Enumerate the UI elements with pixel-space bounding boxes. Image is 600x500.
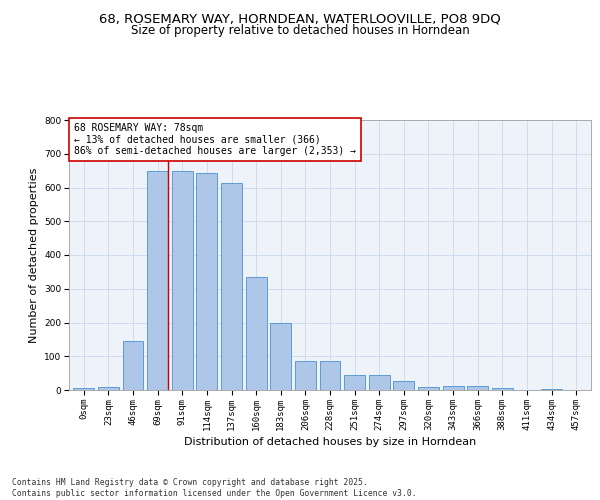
Bar xyxy=(443,386,464,390)
Bar xyxy=(492,388,513,390)
Text: Size of property relative to detached houses in Horndean: Size of property relative to detached ho… xyxy=(131,24,469,37)
Bar xyxy=(270,323,291,390)
Bar xyxy=(122,341,143,390)
Y-axis label: Number of detached properties: Number of detached properties xyxy=(29,168,38,342)
Text: 68 ROSEMARY WAY: 78sqm
← 13% of detached houses are smaller (366)
86% of semi-de: 68 ROSEMARY WAY: 78sqm ← 13% of detached… xyxy=(74,122,356,156)
Bar xyxy=(147,172,168,390)
Bar xyxy=(320,362,340,390)
X-axis label: Distribution of detached houses by size in Horndean: Distribution of detached houses by size … xyxy=(184,437,476,447)
Bar xyxy=(172,172,193,390)
Bar xyxy=(344,375,365,390)
Bar xyxy=(98,388,119,390)
Bar xyxy=(541,389,562,390)
Text: Contains HM Land Registry data © Crown copyright and database right 2025.
Contai: Contains HM Land Registry data © Crown c… xyxy=(12,478,416,498)
Bar xyxy=(369,375,390,390)
Bar xyxy=(418,386,439,390)
Bar xyxy=(467,386,488,390)
Bar xyxy=(196,173,217,390)
Bar xyxy=(245,277,266,390)
Bar xyxy=(73,388,94,390)
Bar xyxy=(221,184,242,390)
Bar xyxy=(295,362,316,390)
Bar xyxy=(394,381,415,390)
Text: 68, ROSEMARY WAY, HORNDEAN, WATERLOOVILLE, PO8 9DQ: 68, ROSEMARY WAY, HORNDEAN, WATERLOOVILL… xyxy=(99,12,501,26)
